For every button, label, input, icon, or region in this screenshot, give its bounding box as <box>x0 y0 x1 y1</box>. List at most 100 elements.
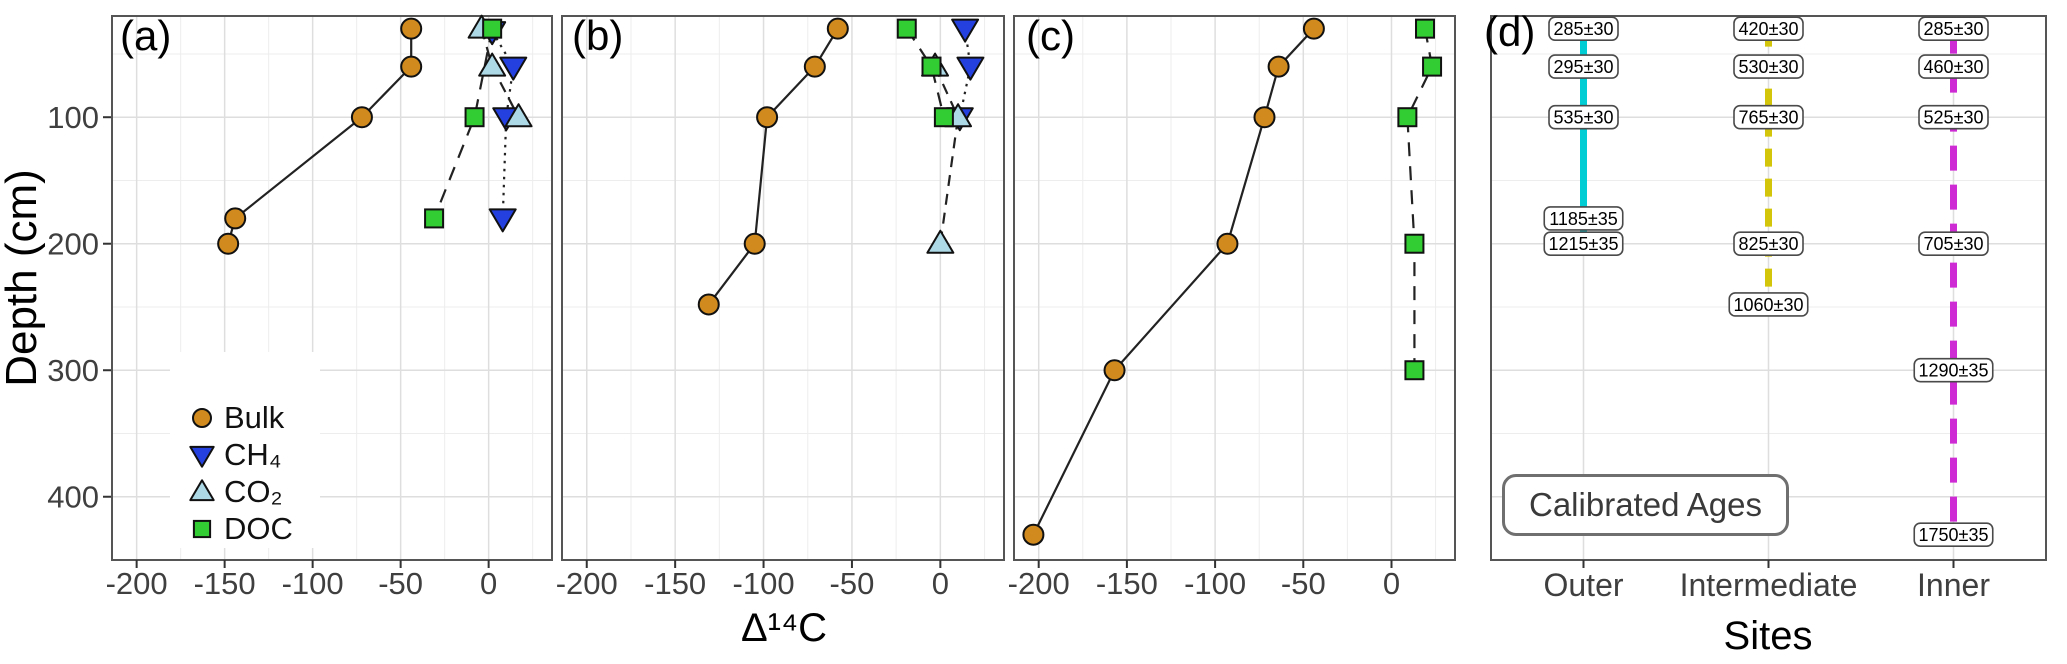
x-tick-label: 0 <box>480 566 497 601</box>
panel-tag-b: (b) <box>572 12 624 59</box>
y-tick-label: 400 <box>47 480 99 515</box>
data-point-Bulk <box>224 207 247 230</box>
age-label-box <box>1543 231 1624 257</box>
x-axis-title-sites: Sites <box>1723 614 1813 658</box>
x-tick-label: 0 <box>1383 566 1400 601</box>
y-tick-label: 200 <box>47 227 99 262</box>
age-label: 525±30 <box>1924 108 1984 128</box>
panel-a-border <box>111 15 553 561</box>
x-tick-label: -150 <box>1096 566 1158 601</box>
data-point-Bulk <box>697 293 720 316</box>
age-label-box <box>1548 16 1619 41</box>
panel-b-background <box>562 16 1004 560</box>
data-point-DOC <box>424 208 445 229</box>
age-label: 705±30 <box>1924 234 1984 254</box>
series-line-DOC <box>905 28 945 118</box>
legend-marker-Bulk <box>192 408 212 428</box>
age-label-box <box>1728 292 1809 317</box>
data-point-Bulk <box>756 106 779 129</box>
x-tick-label: -150 <box>194 566 256 601</box>
age-label-box <box>1733 104 1804 130</box>
legend-marker-DOC <box>192 519 212 539</box>
data-point-Bulk <box>400 55 423 78</box>
panel-c-background <box>1014 16 1455 560</box>
panel-b-border <box>561 15 1005 561</box>
data-point-DOC <box>1404 233 1425 254</box>
age-label: 825±30 <box>1739 234 1799 254</box>
calibrated-ages-label: Calibrated Ages <box>1502 474 1789 536</box>
x-axis-title-d14c: Δ¹⁴C <box>740 606 828 650</box>
data-point-CH₄ <box>488 208 517 233</box>
data-point-DOC <box>1397 107 1418 128</box>
age-label-box <box>1918 54 1989 79</box>
x-tick-label: 0 <box>932 566 949 601</box>
age-label-box <box>1913 522 1994 547</box>
age-label: 460±30 <box>1924 57 1984 77</box>
age-label: 1290±35 <box>1919 361 1989 381</box>
age-label: 1060±30 <box>1734 295 1804 315</box>
data-point-CH₄ <box>956 56 985 81</box>
age-label-box <box>1733 231 1804 257</box>
legend-label-co2: CO₂ <box>224 474 283 509</box>
data-point-Bulk <box>803 55 826 78</box>
data-point-Bulk <box>1253 106 1276 129</box>
data-point-DOC <box>464 107 485 128</box>
legend-label-bulk: Bulk <box>224 400 285 435</box>
age-label-box <box>1543 206 1624 231</box>
legend-label-ch4: CH₄ <box>224 437 282 472</box>
age-label-box <box>1548 104 1619 130</box>
data-point-CH₄ <box>499 56 528 81</box>
data-point-Bulk <box>826 17 849 40</box>
panel-tag-d: (d) <box>1484 8 1536 55</box>
age-label-box <box>1733 54 1804 79</box>
age-label: 420±30 <box>1739 19 1799 39</box>
x-tick-label: -100 <box>733 566 795 601</box>
x-tick-label: -50 <box>1281 566 1326 601</box>
panel-c-border <box>1013 15 1456 561</box>
series-line-DOC <box>433 28 494 219</box>
age-label: 1185±35 <box>1549 209 1618 229</box>
age-label: 1215±35 <box>1549 234 1619 254</box>
age-label: 765±30 <box>1739 108 1799 128</box>
age-label-box <box>1918 104 1989 130</box>
data-point-DOC <box>1415 18 1436 39</box>
data-point-Bulk <box>350 106 373 129</box>
age-label: 530±30 <box>1739 57 1799 77</box>
y-axis-title: Depth (cm) <box>0 169 46 387</box>
data-point-Bulk <box>1103 359 1126 382</box>
x-tick-label: -100 <box>1184 566 1246 601</box>
data-point-Bulk <box>400 17 423 40</box>
data-point-DOC <box>482 18 503 39</box>
data-point-Bulk <box>1022 523 1045 546</box>
data-point-CH₄ <box>951 18 980 43</box>
age-label-box <box>1918 231 1989 257</box>
x-tick-label: -200 <box>1008 566 1070 601</box>
site-tick-label: Intermediate <box>1680 567 1858 603</box>
data-point-DOC <box>921 56 942 77</box>
age-label-box <box>1548 54 1619 79</box>
x-tick-label: -150 <box>644 566 706 601</box>
age-label-box <box>1918 16 1989 41</box>
legend-marker-CH₄ <box>189 445 215 468</box>
age-label-box <box>1733 16 1804 41</box>
x-tick-label: -100 <box>282 566 344 601</box>
data-point-Bulk <box>1216 232 1239 255</box>
series-line-CH₄ <box>958 28 972 118</box>
x-tick-label: -50 <box>830 566 875 601</box>
data-point-Bulk <box>1302 17 1325 40</box>
legend-marker-CO₂ <box>189 479 215 502</box>
panel-tag-a: (a) <box>120 12 172 59</box>
site-tick-label: Outer <box>1543 567 1623 603</box>
data-point-Bulk <box>217 232 240 255</box>
age-label-box <box>1913 357 1994 383</box>
x-tick-label: -50 <box>378 566 423 601</box>
data-point-Bulk <box>743 232 766 255</box>
age-label: 535±30 <box>1554 108 1614 128</box>
panel-tag-c: (c) <box>1026 12 1075 59</box>
age-label: 285±30 <box>1924 19 1984 39</box>
age-label: 295±30 <box>1554 57 1614 77</box>
data-point-DOC <box>1422 56 1443 77</box>
age-label: 1750±35 <box>1919 525 1989 545</box>
